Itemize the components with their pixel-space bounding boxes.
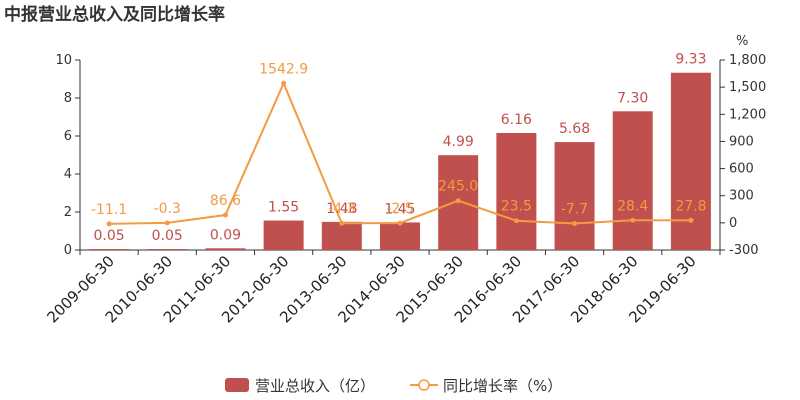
line-value-label: 86.6 xyxy=(210,193,241,209)
line-point[interactable] xyxy=(688,217,694,223)
line-value-label: 23.5 xyxy=(501,199,532,215)
left-tick-label: 4 xyxy=(64,167,72,182)
right-tick-label: 1,800 xyxy=(729,53,766,68)
chart-title: 中报营业总收入及同比增长率 xyxy=(4,4,225,25)
bar[interactable] xyxy=(670,72,711,250)
bar-value-label: 0.05 xyxy=(94,228,125,244)
bar-value-label: 0.09 xyxy=(210,227,241,243)
right-tick-label: 1,200 xyxy=(729,107,766,122)
line-value-label: -2.5 xyxy=(386,201,413,217)
right-tick-label: 0 xyxy=(729,216,737,231)
line-value-label: 245.0 xyxy=(438,179,478,195)
bar[interactable] xyxy=(205,248,246,250)
line-point[interactable] xyxy=(397,220,403,226)
line-point[interactable] xyxy=(339,220,345,226)
left-tick-label: 0 xyxy=(64,243,72,258)
bar-series xyxy=(89,72,711,250)
legend-bar-label: 营业总收入（亿） xyxy=(255,377,375,395)
legend[interactable]: 营业总收入（亿） 同比增长率（%） xyxy=(225,377,562,395)
bar[interactable] xyxy=(263,220,304,250)
bar-value-label: 7.30 xyxy=(617,90,648,106)
line-point[interactable] xyxy=(630,217,636,223)
line-point[interactable] xyxy=(572,221,578,227)
right-tick-label: 300 xyxy=(729,189,754,204)
bar-value-label: 1.55 xyxy=(268,200,299,216)
axes: 0246810-30003006009001,2001,5001,8002009… xyxy=(44,53,767,326)
bar[interactable] xyxy=(89,249,130,250)
line-value-label: -4.3 xyxy=(328,201,355,217)
bar-value-label: 1.48 xyxy=(326,201,357,217)
data-labels: 0.05 0.05 0.09 1.55 1.48 1.45 4.99 6.16 5.68 7.30… xyxy=(91,52,707,244)
bar-value-label: 5.68 xyxy=(559,121,590,137)
line-value-label: 28.4 xyxy=(617,198,648,214)
right-tick-label: 1,500 xyxy=(729,80,766,95)
bar[interactable] xyxy=(380,222,420,250)
right-tick-label: 600 xyxy=(729,162,754,177)
left-tick-label: 2 xyxy=(64,205,72,220)
line-point[interactable] xyxy=(513,218,519,224)
line-value-label: -7.7 xyxy=(561,202,588,218)
right-tick-label: 900 xyxy=(729,134,754,149)
left-tick-label: 8 xyxy=(64,91,72,106)
line-value-label: -11.1 xyxy=(91,202,127,218)
left-tick-label: 6 xyxy=(64,129,72,144)
legend-line-label: 同比增长率（%） xyxy=(443,377,562,395)
bar-value-label: 6.16 xyxy=(501,112,532,128)
bar-value-label: 0.05 xyxy=(152,228,183,244)
line-value-label: 27.8 xyxy=(675,198,706,214)
legend-line-marker xyxy=(418,379,430,391)
line-value-label: -0.3 xyxy=(154,201,181,217)
bar[interactable] xyxy=(147,249,188,250)
bar-value-label: 9.33 xyxy=(675,52,706,68)
bar[interactable] xyxy=(496,132,537,250)
left-tick-label: 10 xyxy=(55,53,72,68)
right-axis-unit: % xyxy=(736,34,748,49)
line-point[interactable] xyxy=(106,221,112,227)
line-point[interactable] xyxy=(455,198,461,204)
bar-value-label: 1.45 xyxy=(384,201,415,217)
line-point[interactable] xyxy=(164,220,170,226)
bar[interactable] xyxy=(554,142,595,250)
line-value-label: 1542.9 xyxy=(259,61,308,77)
bar[interactable] xyxy=(612,111,653,250)
line-point[interactable] xyxy=(222,212,228,218)
legend-bar-swatch xyxy=(225,378,249,392)
line-series xyxy=(106,80,694,227)
line-point[interactable] xyxy=(281,80,287,86)
right-tick-label: -300 xyxy=(729,243,759,258)
bar-value-label: 4.99 xyxy=(443,134,474,150)
bar[interactable] xyxy=(321,221,362,250)
